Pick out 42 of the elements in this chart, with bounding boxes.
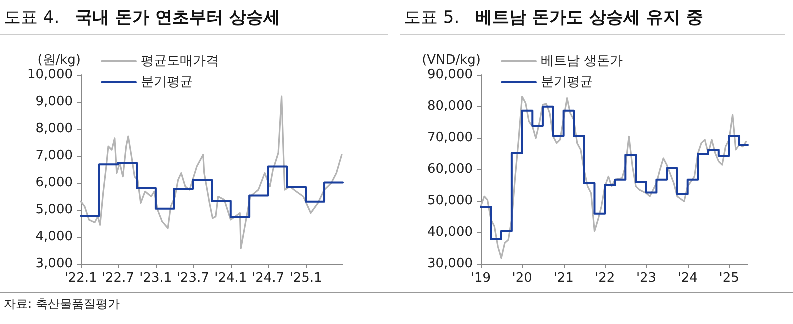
x-tick-label: '23.7: [176, 271, 210, 286]
y-tick-label: 70,000: [428, 130, 473, 146]
y-tick-label: 90,000: [428, 68, 473, 82]
y-tick-label: 8,000: [36, 122, 73, 136]
legend-label: 분기평균: [541, 75, 593, 90]
y-tick-label: 80,000: [428, 99, 473, 114]
y-tick-label: 9,000: [36, 94, 73, 110]
y-tick-label: 50,000: [428, 194, 473, 208]
chart-subtitle: 국내 돈가 연초부터 상승세: [76, 8, 280, 28]
line-series: [80, 96, 343, 250]
y-tick-label: 60,000: [428, 162, 473, 177]
x-tick-label: '22.1: [64, 271, 98, 286]
x-tick-label: '22: [595, 271, 616, 286]
y-tick-label: 10,000: [28, 68, 73, 82]
y-tick-label: 40,000: [428, 225, 473, 240]
line-series: [480, 96, 748, 260]
chart-subtitle: 베트남 돈가도 상승세 유지 중: [476, 8, 704, 28]
legend-label: 베트남 생돈가: [541, 54, 624, 69]
y-tick-label: 6,000: [36, 176, 73, 190]
x-tick-label: '19: [470, 271, 492, 286]
y-axis-title: (VND/kg): [422, 53, 481, 68]
y-tick-label: 4,000: [36, 230, 73, 244]
x-tick-label: '24: [678, 271, 698, 286]
x-tick-label: '24.1: [214, 271, 248, 286]
x-tick-label: '21: [554, 271, 574, 286]
y-tick-label: 30,000: [428, 256, 473, 272]
legend-label: 평균도매가격: [141, 54, 219, 69]
chart-title: 도표 5.: [404, 8, 460, 28]
y-tick-label: 3,000: [36, 256, 73, 272]
x-tick-label: '20: [512, 271, 532, 286]
x-tick-label: '23.1: [140, 271, 172, 286]
y-axis-title: (원/kg): [38, 53, 81, 68]
x-tick-label: '24.7: [252, 271, 285, 286]
y-tick-label: 7,000: [36, 148, 73, 164]
chart-title: 도표 4.: [4, 8, 60, 28]
legend-label: 분기평균: [141, 75, 193, 90]
x-tick-label: '25: [719, 271, 740, 286]
y-tick-label: 5,000: [36, 202, 73, 218]
x-tick-label: '25.1: [290, 271, 322, 286]
x-tick-label: '22.7: [102, 271, 134, 286]
x-tick-label: '23: [636, 271, 657, 286]
text: 자료: 축산물품질평가: [4, 296, 120, 313]
